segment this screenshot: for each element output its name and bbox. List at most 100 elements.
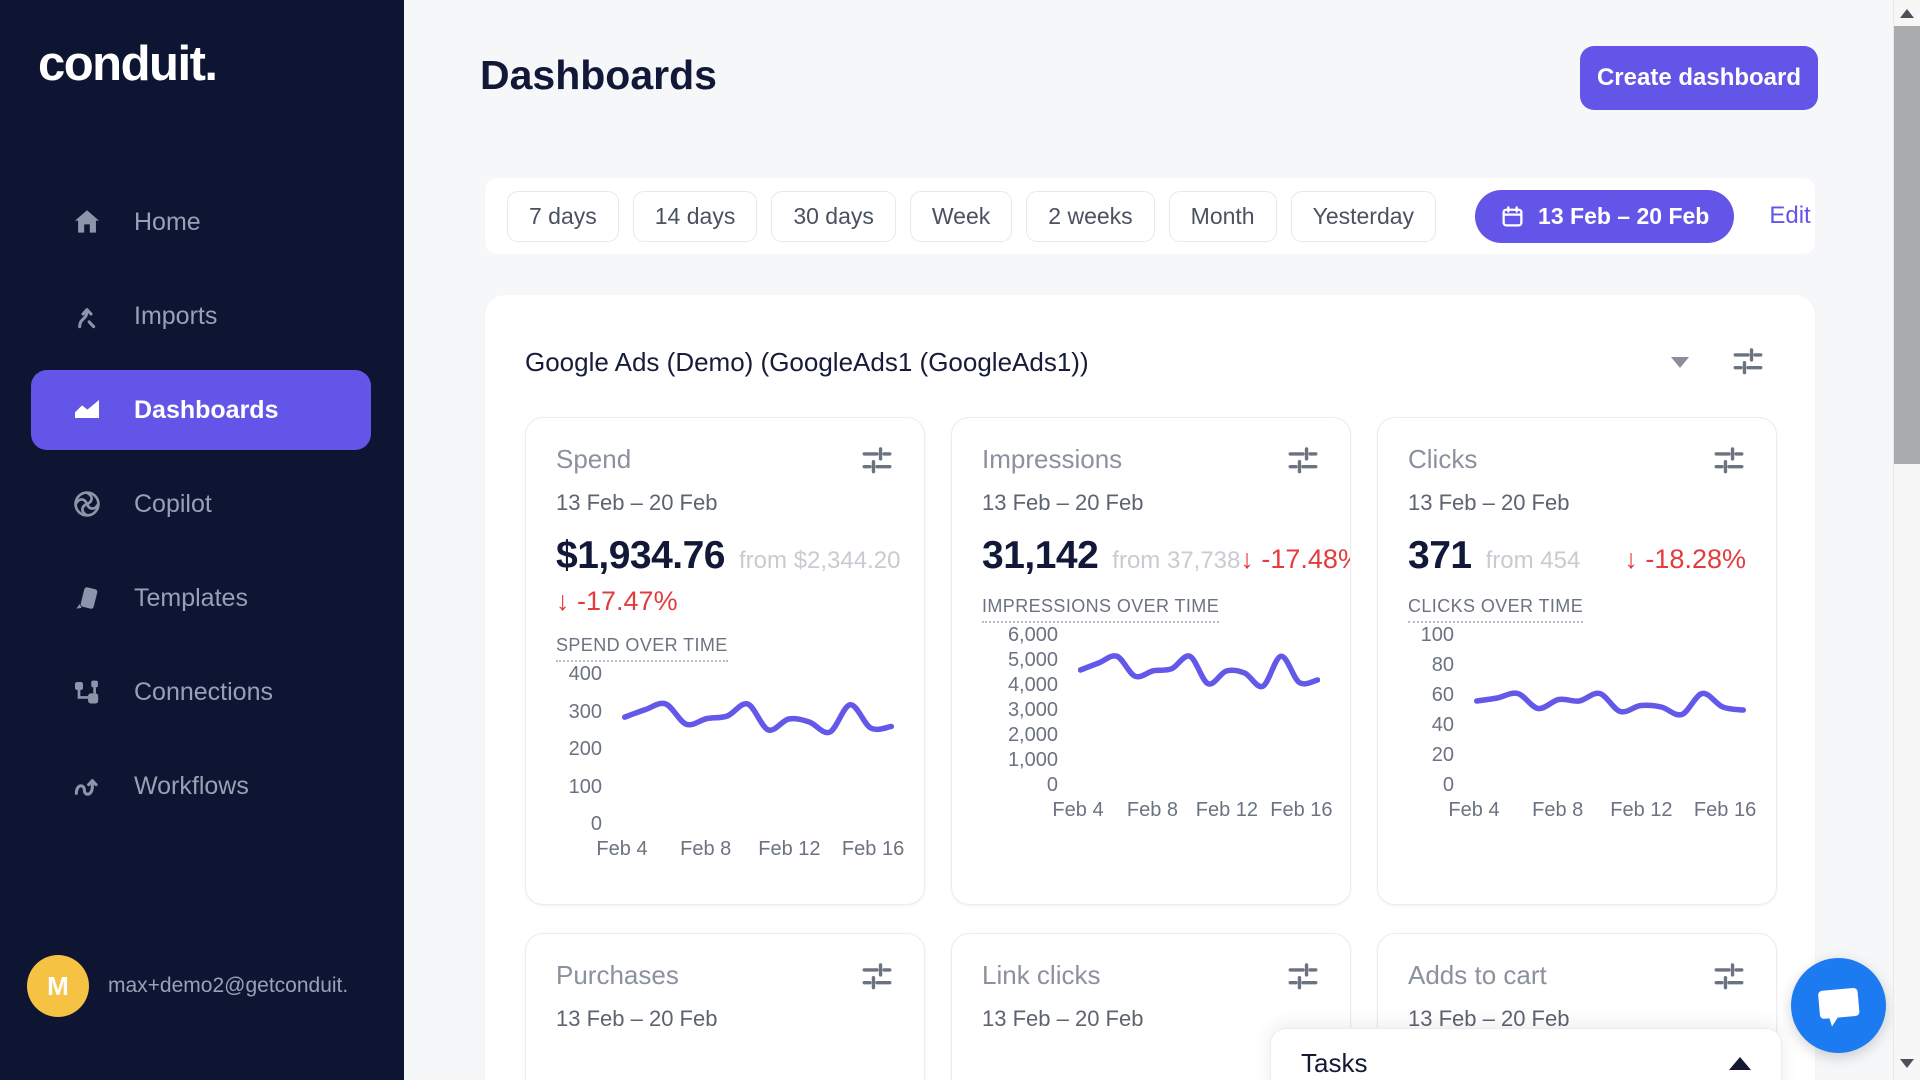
spend-chart: 400 300 200 100 0 Feb 4 Feb 8 Feb 12 Feb 16 [556,664,905,864]
x-tick-label: Feb 12 [1610,799,1673,821]
line-series [622,674,894,824]
data-source-selector[interactable]: Google Ads (Demo) (GoogleAds1 (GoogleAds… [525,346,1089,377]
card-settings-icon[interactable] [860,960,894,994]
scrollbar-track[interactable] [1893,0,1920,1080]
metric-cards-row: Spend 13 Feb – 20 Feb $1,934.76 from $2,… [485,417,1815,905]
x-tick-label: Feb 4 [596,838,648,860]
metric-previous: from 37,738 [1112,547,1241,574]
card-purchases: Purchases 13 Feb – 20 Feb [525,933,925,1080]
arrow-down-icon: ↓ [1240,544,1254,574]
scrollbar-thumb[interactable] [1894,26,1920,464]
y-tick-label: 100 [1420,624,1454,646]
metric-previous: from 454 [1485,547,1581,574]
chart-label: Spend over time [556,635,728,662]
sidebar-item-imports[interactable]: Imports [31,276,371,356]
arrow-down-icon: ↓ [1624,544,1638,574]
y-tick-label: 0 [1046,774,1058,796]
user-menu[interactable]: M max+demo2@getconduit. [27,955,348,1017]
scroll-down-arrow[interactable] [1894,1050,1920,1076]
preset-month[interactable]: Month [1168,190,1277,242]
preset-7-days[interactable]: 7 days [507,190,619,242]
chat-widget-button[interactable] [1791,958,1886,1053]
card-title: Spend [556,444,632,474]
x-tick-label: Feb 12 [1195,799,1259,821]
y-tick-label: 200 [568,738,602,760]
sidebar-item-workflows[interactable]: Workflows [31,746,371,826]
card-date-range: 13 Feb – 20 Feb [1408,1006,1570,1031]
home-icon [70,205,104,239]
calendar-icon [1502,205,1523,226]
sidebar-item-dashboards[interactable]: Dashboards [31,370,371,450]
x-tick-label: Feb 16 [1270,799,1333,821]
y-tick-label: 60 [1431,684,1454,706]
card-date-range: 13 Feb – 20 Feb [556,490,718,515]
card-settings-icon[interactable] [1286,444,1320,478]
sidebar-nav: Home Imports Dashboards [31,182,371,840]
date-range-button[interactable]: 13 Feb – 20 Feb [1475,189,1735,243]
user-email: max+demo2@getconduit. [108,974,349,997]
line-series [1078,635,1320,785]
card-settings-icon[interactable] [1712,960,1746,994]
metric-value: 371 [1408,534,1472,577]
scroll-up-arrow[interactable] [1894,0,1920,26]
metric-change: ↓ -17.47% [556,586,678,616]
card-date-range: 13 Feb – 20 Feb [982,1006,1144,1031]
y-tick-label: 6,000 [1007,624,1058,646]
sidebar-item-copilot[interactable]: Copilot [31,464,371,544]
sidebar-item-templates[interactable]: Templates [31,558,371,638]
x-tick-label: Feb 12 [758,838,821,860]
chart-label: Clicks over time [1408,596,1584,623]
templates-icon [70,581,104,615]
sidebar-item-home[interactable]: Home [31,182,371,262]
y-tick-label: 2,000 [1007,724,1058,746]
card-date-range: 13 Feb – 20 Feb [1408,490,1570,515]
card-settings-icon[interactable] [1712,444,1746,478]
sidebar: conduit. Home Imports Dashboards [0,0,404,1080]
clicks-chart: 100 80 60 40 20 0 Feb 4 Feb 8 Feb 12 Feb 16 [1408,625,1757,825]
preset-2-weeks[interactable]: 2 weeks [1026,190,1155,242]
metric-previous: from $2,344.20 [739,547,901,574]
metric-value: 31,142 [982,534,1099,577]
metric-change: ↓ -17.48% [1240,544,1350,574]
x-tick-label: Feb 4 [1052,799,1104,821]
y-tick-label: 300 [568,700,602,723]
card-title: Clicks [1408,444,1478,474]
y-tick-label: 0 [590,813,602,835]
sidebar-item-connections[interactable]: Connections [31,652,371,732]
x-tick-label: Feb 8 [680,838,732,860]
card-date-range: 13 Feb – 20 Feb [982,490,1144,515]
date-range-label: 13 Feb – 20 Feb [1538,202,1710,229]
chevron-down-icon[interactable] [1671,356,1689,368]
card-title: Link clicks [982,960,1101,990]
connections-icon [70,675,104,709]
page-title: Dashboards [480,52,717,98]
edit-date-range-link[interactable]: Edit [1769,202,1811,229]
card-spend: Spend 13 Feb – 20 Feb $1,934.76 from $2,… [525,417,925,905]
x-tick-label: Feb 16 [1693,799,1757,821]
workflows-icon [70,769,104,803]
y-tick-label: 5,000 [1007,649,1058,671]
preset-30-days[interactable]: 30 days [771,190,896,242]
card-settings-icon[interactable] [1286,960,1320,994]
dashboard-settings-icon[interactable] [1731,345,1765,379]
imports-icon [70,299,104,333]
collapse-up-icon [1729,1057,1751,1070]
card-date-range: 13 Feb – 20 Feb [556,1006,718,1031]
preset-14-days[interactable]: 14 days [632,190,758,242]
line-series [1474,635,1746,785]
y-tick-label: 3,000 [1007,699,1058,721]
y-tick-label: 4,000 [1007,674,1058,696]
preset-week[interactable]: Week [909,190,1013,242]
x-tick-label: Feb 4 [1448,799,1500,821]
y-tick-label: 80 [1431,654,1454,676]
tasks-panel-header[interactable]: Tasks [1270,1028,1782,1080]
impressions-chart: 6,000 5,000 4,000 3,000 2,000 1,000 0 Feb 4 Feb… [982,625,1333,825]
card-settings-icon[interactable] [860,444,894,478]
card-title: Adds to cart [1408,960,1547,990]
create-dashboard-button[interactable]: Create dashboard [1580,46,1818,110]
preset-yesterday[interactable]: Yesterday [1290,190,1437,242]
card-impressions: Impressions 13 Feb – 20 Feb 31,142 from … [951,417,1351,905]
card-title: Purchases [556,960,679,990]
conduit-logo: conduit. [38,37,218,91]
x-tick-label: Feb 8 [1532,799,1584,821]
